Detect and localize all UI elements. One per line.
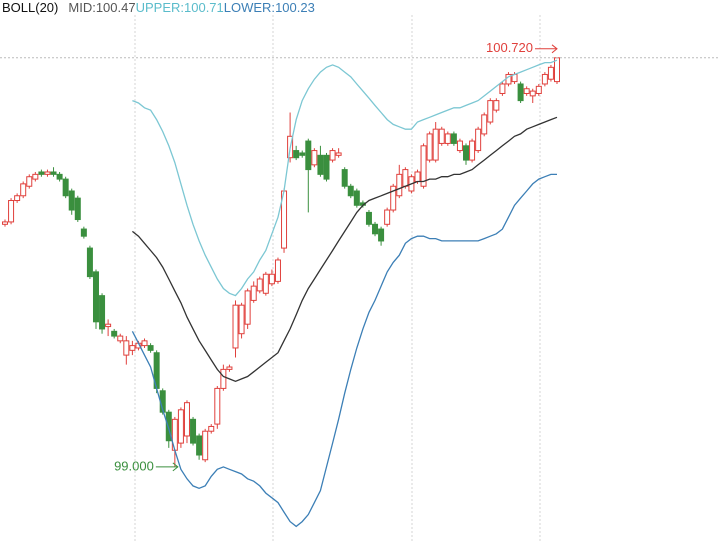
candle-body — [92, 271, 99, 323]
candle-body — [274, 259, 281, 282]
candle-body — [317, 154, 324, 175]
candle-body — [341, 169, 348, 187]
candle-body — [390, 185, 397, 211]
annotation-arrowhead — [551, 44, 558, 54]
legend-label: UPPER: — [136, 0, 184, 15]
band-line — [132, 59, 558, 297]
candle-body — [26, 176, 33, 187]
annotation-label: 99.000 — [114, 458, 154, 473]
candle-body — [190, 418, 197, 444]
band-line — [131, 173, 557, 528]
legend-value: 100.23 — [275, 0, 315, 15]
candle-body — [420, 145, 427, 187]
candle-body — [384, 209, 391, 225]
header: BOLL(20) MID:100.47UPPER:100.71LOWER:100.… — [2, 0, 315, 15]
legend-label: MID: — [68, 0, 95, 15]
candle-body — [493, 100, 500, 111]
legend-label: LOWER: — [224, 0, 275, 15]
header-text: BOLL(20) MID:100.47UPPER:100.71LOWER:100.… — [2, 0, 315, 15]
candle-body — [74, 197, 81, 221]
candle-body — [293, 150, 300, 159]
annotation-label: 100.720 — [486, 40, 533, 55]
candle-body — [347, 185, 354, 197]
candle-body — [250, 285, 257, 301]
candle-body — [517, 83, 524, 102]
candle-body — [372, 223, 379, 235]
candle-body — [123, 340, 130, 356]
candle-body — [487, 100, 494, 123]
candle-body — [165, 411, 172, 442]
candle-body — [547, 66, 554, 80]
candle-body — [329, 150, 336, 161]
candle-body — [299, 152, 306, 156]
candle-body — [220, 368, 227, 389]
candle-body — [38, 171, 45, 175]
candle-body — [80, 228, 87, 237]
candle-body — [147, 345, 154, 351]
candle-body — [463, 145, 470, 161]
candle-body — [475, 128, 482, 152]
candle-body — [183, 402, 190, 437]
annotation-arrowhead — [172, 462, 179, 472]
candle-body — [177, 409, 184, 444]
candle-body — [62, 178, 69, 197]
candle-body — [238, 304, 245, 335]
candle-body — [444, 133, 451, 144]
candle-body — [256, 278, 263, 292]
candle-body — [414, 171, 421, 182]
candle-body — [365, 211, 372, 225]
candle-body — [541, 73, 548, 85]
legend-value: 100.71 — [184, 0, 224, 15]
candle-body — [535, 85, 542, 94]
candle-body — [523, 88, 530, 94]
candle-body — [402, 169, 409, 187]
candle-body — [335, 152, 342, 156]
candle-body — [499, 83, 506, 94]
candle-body — [226, 366, 233, 370]
candle-body — [86, 247, 93, 278]
candle-body — [529, 90, 536, 97]
candle-body — [68, 190, 75, 211]
candle-body — [305, 140, 312, 171]
candle-body — [117, 335, 124, 342]
candle-body — [469, 140, 476, 161]
candle-body — [208, 425, 215, 432]
candle-body — [2, 221, 8, 225]
candle-body — [378, 228, 385, 242]
candle-body — [129, 345, 136, 351]
candle-body — [244, 290, 251, 325]
candle-body — [396, 173, 403, 197]
candle-body — [8, 200, 15, 223]
candle-body — [232, 304, 239, 349]
candle-body — [456, 140, 463, 152]
candle-body — [426, 133, 433, 161]
candle-body — [438, 128, 445, 144]
candle-body — [323, 154, 330, 180]
candle-body — [111, 330, 118, 337]
candle-body — [56, 173, 63, 180]
candle-body — [141, 340, 148, 347]
candle-body — [202, 430, 209, 461]
candle-body — [32, 173, 39, 180]
candle-body — [481, 114, 488, 135]
indicator-name: BOLL(20) — [2, 0, 58, 15]
candle-body — [20, 183, 27, 197]
candle-body — [14, 195, 21, 202]
candle-body — [311, 150, 318, 166]
candle-body — [50, 171, 57, 175]
candle-body — [268, 273, 275, 285]
candle-body — [353, 190, 360, 206]
candle-body — [99, 295, 106, 330]
candle-body — [450, 133, 457, 144]
candle-body — [44, 171, 51, 175]
candle-body — [105, 323, 112, 328]
candle-body — [214, 387, 221, 425]
candle-body — [196, 435, 203, 456]
candle-body — [432, 128, 439, 161]
candle-body — [262, 273, 269, 294]
band-line — [131, 116, 558, 382]
legend-value: 100.47 — [96, 0, 136, 15]
